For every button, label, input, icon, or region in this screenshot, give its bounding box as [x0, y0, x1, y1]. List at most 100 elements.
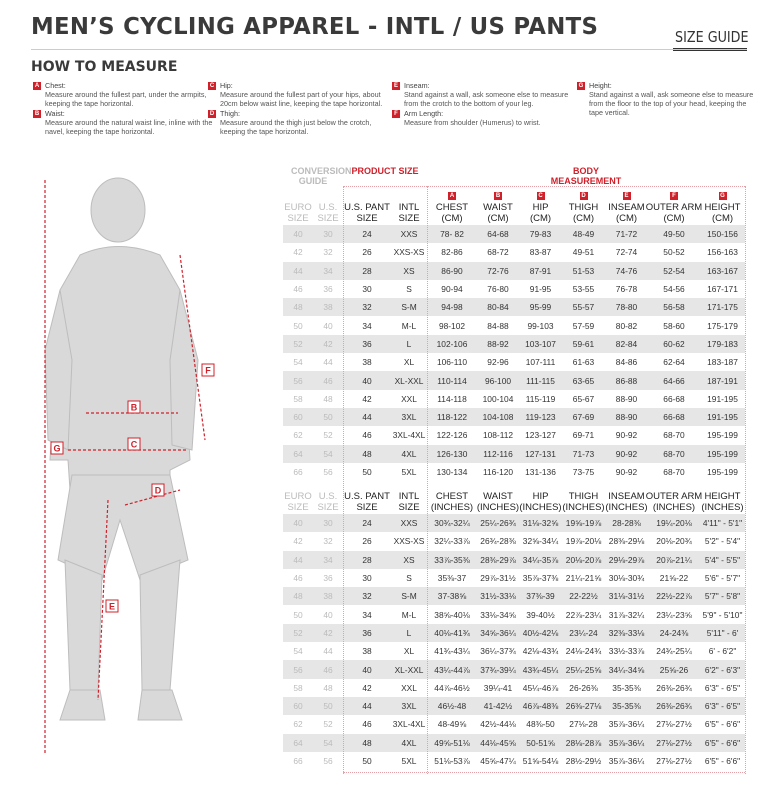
table-cell: 29⅞-31½ — [480, 573, 516, 584]
column-header: EURO SIZE — [284, 202, 312, 224]
table-cell: 25¼-25⅝ — [562, 660, 605, 679]
table-cell: 64 — [283, 733, 313, 752]
table-cell: 48 — [323, 393, 333, 404]
table-cell: 86-90 — [427, 261, 477, 280]
table-cell: 30¾-32¼ — [427, 514, 477, 533]
table-row: 52 42 36 L 102-106 88-92 103-107 59-61 82-84 60-6… — [283, 334, 745, 354]
table-cell: 127-131 — [519, 444, 562, 463]
table-cell: 48 — [283, 587, 313, 606]
table-cell: 76-80 — [487, 284, 509, 295]
figure-label-d: D — [151, 483, 165, 497]
table-cell: 44⅛-45⅝ — [477, 733, 519, 752]
table-cell: 30 — [313, 225, 343, 244]
instruction-text: Measure around the fullest part of your … — [220, 90, 383, 108]
table-cell: 31⅛-31½ — [605, 587, 648, 606]
table-cell: 55-57 — [562, 298, 605, 317]
right-leg — [139, 559, 181, 701]
table-cell: 5'4" - 5'5" — [700, 550, 745, 569]
table-cell: 40⅛-41¾ — [427, 623, 477, 643]
table-cell: 48 — [343, 444, 391, 463]
table-cell: 50 — [293, 320, 303, 331]
table-cell: 65-67 — [572, 393, 595, 404]
figure-label-f: F — [201, 363, 215, 377]
table-cell: 26-26⅜ — [569, 682, 598, 693]
table-cell: 28 — [343, 550, 391, 569]
table-cell: 27⅛-27½ — [656, 719, 692, 730]
table-cell: 58 — [293, 682, 303, 693]
table-cell: 28 — [343, 261, 391, 280]
table-cell: 3XL-4XL — [392, 430, 426, 441]
table-cell: 36 — [343, 334, 391, 354]
table-cell: 64 — [283, 444, 313, 463]
table-cell: 4'11" - 5'1" — [700, 514, 745, 533]
table-cell: 90-92 — [615, 430, 638, 441]
table-row: 48 38 32 S-M 94-98 80-84 95-99 55-57 78-80 56-58 1… — [283, 298, 745, 317]
table-cell: 6' - 6'2" — [708, 646, 737, 657]
letter-badge: C — [536, 192, 545, 200]
table-cell: 33½-33⅞ — [608, 646, 645, 657]
table-cell: 46⅞-48⅜ — [519, 696, 562, 716]
instruction-column: E Inseam: Stand against a wall, ask someon… — [392, 81, 572, 127]
table-cell: 84-88 — [487, 320, 509, 331]
table-cell: 24 — [343, 225, 391, 244]
instruction-e: E Inseam: Stand against a wall, ask someon… — [392, 81, 572, 108]
table-cell: 38⅝-40⅛ — [434, 609, 470, 620]
table-cell: 37⅜-39 — [519, 587, 562, 606]
table-row: 64 54 48 4XL 49⅝-51⅛ 44⅛-45⅝ 50-51⅝ 28⅛-28⅞ 35⅞-… — [283, 733, 745, 752]
table-cell: 20⅛-20⅞ — [562, 550, 605, 569]
table-cell: 191-195 — [707, 393, 738, 404]
inch-size-table: 40 30 24 XXS 30¾-32¼ 25¼-26¾ 31⅛-32⅝ 19⅝-19⅞ 28-… — [283, 514, 745, 770]
table-cell: 26 — [362, 536, 372, 547]
table-cell: 78-80 — [605, 298, 648, 317]
group-heading-body: BODY MEASUREMENT — [550, 166, 622, 186]
table-cell: 195-199 — [700, 444, 745, 463]
table-cell: 68-70 — [648, 444, 700, 463]
table-cell: 175-179 — [707, 320, 738, 331]
table-cell: 27⅛-27½ — [648, 733, 700, 752]
table-row: 42 32 26 XXS-XS 32¼-33⅞ 26¾-28⅜ 32⅝-34¼ 19⅞-20⅛… — [283, 532, 745, 550]
table-cell: 37-38⅝ — [427, 587, 477, 606]
table-cell: 42 — [362, 393, 372, 404]
table-cell: 102-106 — [427, 334, 477, 354]
column-header: INSEAM (CM) — [608, 202, 645, 224]
svg-text:D: D — [155, 486, 162, 496]
table-cell: 25¼-26¾ — [477, 514, 519, 533]
letter-badge: E — [622, 192, 631, 200]
table-cell: 48-49 — [562, 225, 605, 244]
table-cell: 76-78 — [615, 284, 638, 295]
body-measurement-border-right — [745, 186, 746, 774]
table-cell: 99-103 — [527, 320, 554, 331]
table-row: 46 36 30 S 35⅜-37 29⅞-31½ 35⅞-37⅜ 21¼-21⅝ 30⅛-30… — [283, 569, 745, 587]
table-cell: 26¾-28⅜ — [480, 536, 516, 547]
table-cell: 6'5" - 6'6" — [704, 756, 741, 766]
table-cell: 53-55 — [572, 284, 595, 295]
instruction-label: Chest: — [45, 81, 66, 90]
table-cell: 21¼-21⅝ — [565, 573, 602, 584]
cm-size-table: 40 30 24 XXS 78- 82 64-68 79-83 48-49 71-72 49-50… — [283, 225, 745, 481]
table-cell: M-L — [401, 320, 417, 331]
table-cell: 60 — [283, 407, 313, 427]
table-cell: 44 — [343, 407, 391, 427]
table-cell: 66 — [293, 467, 303, 477]
table-cell: 35-35⅜ — [612, 682, 641, 693]
column-header: HIP (CM) — [529, 202, 552, 224]
table-cell: 37¾-39¼ — [477, 660, 519, 679]
table-cell: XL — [403, 646, 415, 657]
table-cell: 27⅛-28 — [569, 719, 598, 730]
instruction-column: C Hip: Measure around the fullest part of … — [208, 81, 388, 136]
table-cell: 40 — [323, 320, 333, 331]
table-cell: XXL — [401, 393, 417, 404]
table-cell: 35⅞-36¼ — [605, 733, 648, 752]
table-row: 58 48 42 XXL 114-118 100-104 115-119 65-67 88-90… — [283, 390, 745, 408]
table-cell: 62 — [293, 719, 303, 730]
table-cell: 54-56 — [663, 284, 685, 295]
column-header: CHEST (CM) — [435, 202, 469, 224]
table-cell: 56 — [323, 756, 333, 766]
table-cell: 130-134 — [436, 467, 468, 477]
table-cell: 52 — [283, 334, 313, 354]
torso — [49, 246, 191, 491]
table-cell: 30 — [313, 514, 343, 533]
table-cell: 171-175 — [700, 298, 745, 317]
table-cell: 84-86 — [615, 357, 638, 368]
table-cell: 24⅛-24¾ — [565, 646, 602, 657]
